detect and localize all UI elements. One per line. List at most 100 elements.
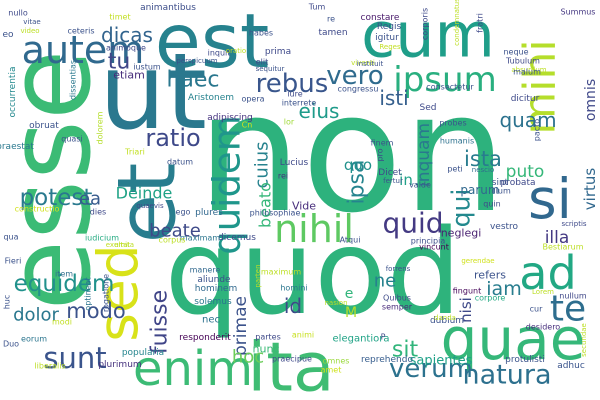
cloud-word: beate: [149, 221, 201, 242]
cloud-word: parten: [254, 264, 262, 287]
cloud-word: condemnatus: [453, 0, 461, 46]
cloud-word: verum: [389, 354, 473, 384]
cloud-word: ipsa: [345, 159, 370, 204]
cloud-word: iam: [486, 278, 521, 300]
cloud-word: quid: [382, 207, 443, 240]
cloud-word: neque: [503, 48, 528, 57]
cloud-word: nec: [202, 315, 220, 326]
cloud-word: elegantiora: [333, 334, 390, 345]
cloud-word: forrens: [386, 265, 411, 273]
cloud-word: modi: [52, 318, 72, 327]
cloud-word: plurimum: [98, 360, 141, 370]
cloud-word: e: [345, 286, 354, 302]
cloud-word: dicemus: [218, 233, 256, 243]
cloud-word: consectetur: [426, 83, 474, 92]
cloud-word: haec: [166, 68, 219, 93]
cloud-word: ea: [79, 189, 101, 210]
cloud-word: manere: [190, 266, 221, 275]
cloud-word: modo: [66, 299, 125, 323]
cloud-word: mihi: [515, 39, 566, 134]
cloud-word: dicitur: [511, 94, 540, 104]
cloud-word: eius: [299, 99, 340, 123]
cloud-word: finem: [371, 139, 394, 148]
cloud-word: non: [197, 57, 507, 249]
cloud-word: elit: [256, 58, 269, 67]
cloud-word: refers: [474, 269, 506, 282]
cloud-word: adhuc: [557, 361, 585, 371]
cloud-word: semper: [382, 303, 413, 312]
cloud-word: quaevis: [136, 202, 164, 210]
cloud-word: sequitur: [256, 65, 285, 73]
cloud-word: cur: [530, 305, 543, 314]
cloud-word: nihil: [274, 207, 354, 251]
cloud-word: humanis: [440, 137, 474, 146]
cloud-word: re: [327, 15, 335, 24]
cloud-word: absurdum: [511, 66, 546, 74]
cloud-word: maximum: [261, 268, 302, 277]
cloud-word: vincunt: [419, 243, 449, 252]
cloud-word: iure: [287, 90, 302, 99]
cloud-word: primae: [231, 296, 251, 356]
cloud-word: item: [55, 270, 73, 279]
cloud-word: quae: [441, 305, 586, 373]
cloud-word: sapientes: [410, 354, 473, 369]
cloud-word: Tubulum: [505, 57, 540, 66]
cloud-word: principia: [411, 237, 446, 246]
cloud-word: sed: [86, 244, 150, 341]
cloud-word: oratio: [226, 47, 246, 55]
cloud-word: et: [101, 163, 194, 244]
cloud-word: Cn: [242, 121, 253, 130]
cloud-word: desidero: [526, 323, 561, 332]
cloud-word: Regis: [377, 22, 402, 32]
cloud-word: aliunde: [197, 275, 231, 285]
cloud-word: nescio: [472, 166, 494, 174]
cloud-word: congressu: [338, 85, 379, 94]
cloud-word: secundae: [580, 323, 588, 357]
cloud-word: sit: [392, 338, 419, 363]
cloud-word: video: [20, 27, 39, 35]
cloud-word: ut: [99, 31, 207, 153]
cloud-word: timet: [109, 13, 130, 22]
cloud-word: tamen: [318, 28, 347, 38]
cloud-word: danda: [434, 314, 456, 322]
cloud-word: constare: [361, 13, 400, 23]
cloud-word: animi: [292, 331, 314, 340]
cloud-word: natura: [462, 360, 551, 391]
cloud-word: omnes: [323, 357, 350, 366]
cloud-word: vestro: [490, 222, 519, 232]
cloud-word: potest: [20, 185, 93, 211]
cloud-word: igitur: [375, 33, 399, 43]
cloud-word: ne: [374, 271, 396, 292]
cloud-word: id: [284, 294, 302, 318]
cloud-word: malum: [513, 68, 541, 77]
cloud-word: dicas: [101, 23, 153, 47]
cloud-word: rebus: [256, 69, 329, 99]
cloud-word: hoc: [232, 347, 264, 368]
cloud-word: qui: [447, 189, 476, 228]
cloud-word: rei: [278, 172, 288, 181]
cloud-word: Aristonem: [188, 93, 234, 103]
cloud-word: hominem: [195, 284, 238, 294]
cloud-word: corpus: [159, 236, 186, 245]
cloud-word: ceteris: [67, 27, 94, 36]
cloud-word: quam: [499, 108, 556, 132]
cloud-word: inquam: [414, 123, 434, 187]
cloud-word: prima: [265, 47, 291, 57]
cloud-word: fingunt: [453, 287, 481, 296]
cloud-word: cum: [361, 0, 495, 72]
cloud-word: parum: [460, 183, 499, 197]
cloud-word: Summus: [561, 8, 596, 17]
cloud-word: quidem: [206, 115, 249, 255]
cloud-word: Lorem: [532, 288, 554, 296]
cloud-word: neglegi: [441, 227, 482, 240]
cloud-word: fuisse: [148, 290, 173, 354]
cloud-word: si: [528, 167, 572, 231]
cloud-word: optineat: [84, 277, 93, 310]
cloud-word: Sed: [420, 103, 437, 113]
cloud-word: corpore: [475, 294, 506, 303]
cloud-word: protulisti: [505, 355, 545, 365]
cloud-word: vero: [326, 61, 383, 91]
cloud-word: Bestiarum: [543, 243, 584, 252]
cloud-word: datum: [167, 158, 193, 167]
